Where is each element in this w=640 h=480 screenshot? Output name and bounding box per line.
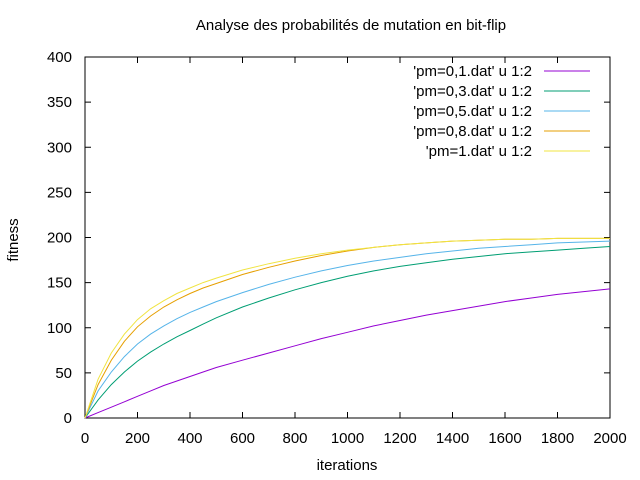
legend-label-1: 'pm=0,1.dat' u 1:2	[413, 63, 532, 80]
x-tick-label: 600	[230, 430, 255, 447]
x-tick-label: 1800	[541, 430, 574, 447]
legend-label-2: 'pm=0,3.dat' u 1:2	[413, 83, 532, 100]
x-tick-label: 200	[125, 430, 150, 447]
y-tick-label: 250	[47, 184, 72, 201]
y-tick-label: 0	[64, 410, 72, 427]
x-axis: 0 200 400 600 800 1000 1200 1400 1600 1800 2000	[81, 57, 627, 447]
y-tick-label: 350	[47, 94, 72, 111]
series-line-3	[84, 240, 611, 419]
y-tick-label: 50	[55, 365, 72, 382]
y-tick-label: 200	[47, 230, 72, 247]
y-axis-label: fitness	[5, 218, 22, 261]
y-tick-label: 100	[47, 320, 72, 337]
legend-label-4: 'pm=0,8.dat' u 1:2	[413, 123, 532, 140]
x-tick-label: 1200	[383, 430, 416, 447]
series-line-5	[84, 237, 610, 419]
legend: 'pm=0,1.dat' u 1:2 'pm=0,3.dat' u 1:2 'pm=…	[413, 63, 590, 160]
x-axis-label: iterations	[317, 457, 378, 474]
series-line-2	[84, 246, 611, 419]
y-axis: 0 50 100 150 200 250 300 350 400	[47, 49, 610, 427]
x-tick-label: 800	[282, 430, 307, 447]
y-tick-label: 400	[47, 49, 72, 66]
x-tick-label: 1400	[436, 430, 469, 447]
chart-title: Analyse des probabilités de mutation en …	[196, 17, 506, 34]
legend-label-3: 'pm=0,5.dat' u 1:2	[413, 103, 532, 120]
x-tick-label: 1000	[331, 430, 364, 447]
series-lines	[84, 237, 611, 419]
legend-label-5: 'pm=1.dat' u 1:2	[426, 143, 532, 160]
x-tick-label: 1600	[488, 430, 521, 447]
y-tick-label: 300	[47, 139, 72, 156]
x-tick-label: 0	[81, 430, 89, 447]
y-tick-label: 150	[47, 275, 72, 292]
x-tick-label: 2000	[593, 430, 626, 447]
x-tick-label: 400	[177, 430, 202, 447]
series-line-1	[84, 288, 611, 419]
